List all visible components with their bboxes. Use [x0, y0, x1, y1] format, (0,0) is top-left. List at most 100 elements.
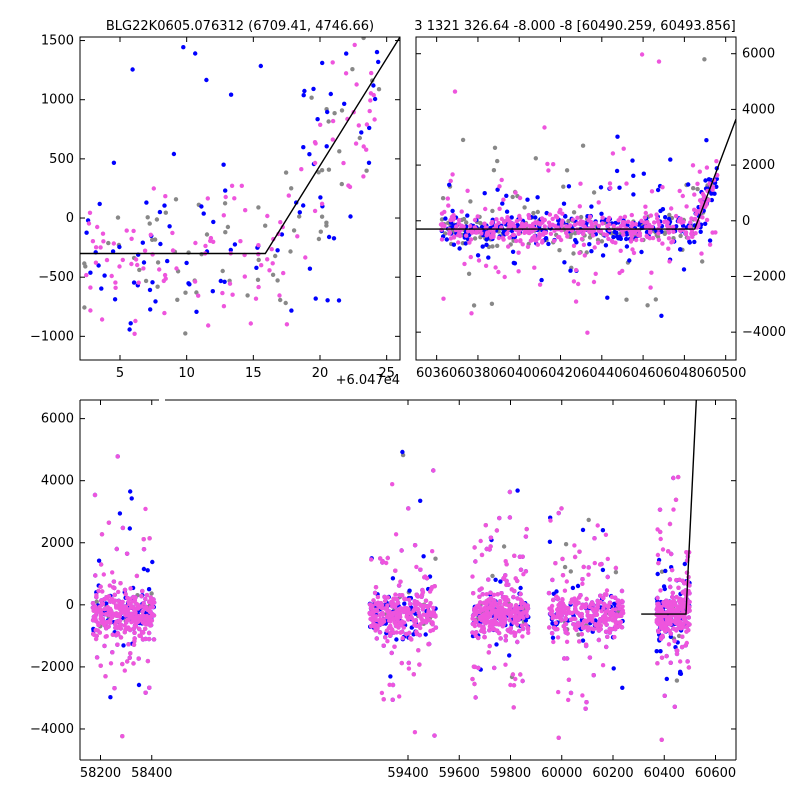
data-point	[86, 221, 92, 226]
data-point	[107, 583, 113, 588]
data-point	[494, 642, 499, 647]
data-point	[535, 242, 540, 247]
data-point	[657, 222, 662, 227]
data-point	[653, 297, 658, 302]
data-point	[316, 236, 322, 242]
data-point	[385, 555, 390, 561]
data-point	[578, 214, 584, 220]
data-point	[141, 260, 147, 265]
data-point	[572, 626, 578, 631]
data-point	[146, 630, 152, 636]
data-point	[568, 569, 573, 574]
data-point	[141, 566, 147, 572]
data-point	[97, 630, 103, 635]
data-point	[283, 300, 288, 306]
data-point	[90, 605, 96, 610]
data-point	[605, 218, 611, 223]
data-point	[610, 151, 616, 156]
data-point	[672, 704, 677, 709]
data-point	[431, 610, 436, 615]
data-point	[127, 627, 133, 633]
data-point	[679, 644, 685, 650]
data-point	[699, 251, 704, 256]
data-point	[539, 216, 545, 221]
data-point	[701, 193, 707, 198]
data-point	[361, 37, 366, 41]
data-point	[677, 216, 683, 222]
data-point	[663, 628, 668, 633]
data-point	[356, 123, 361, 128]
data-point	[487, 643, 492, 649]
data-point	[466, 271, 472, 276]
data-point	[630, 158, 635, 163]
data-point	[256, 284, 261, 290]
data-point	[100, 601, 106, 606]
data-point	[624, 232, 629, 237]
data-point	[507, 618, 512, 623]
data-point	[580, 527, 586, 533]
data-point	[507, 489, 513, 495]
data-point	[698, 229, 703, 234]
data-point	[448, 178, 453, 184]
data-point	[225, 224, 231, 230]
data-point	[469, 311, 474, 316]
data-point	[400, 449, 405, 455]
data-point	[500, 235, 506, 240]
data-point	[684, 624, 689, 630]
data-point	[110, 650, 115, 655]
data-point	[604, 592, 609, 597]
data-point	[100, 231, 106, 236]
data-point	[671, 475, 676, 481]
data-point	[525, 197, 530, 202]
data-point	[695, 181, 700, 186]
data-point	[580, 231, 586, 237]
data-point	[387, 682, 392, 687]
data-point	[631, 192, 636, 197]
x-tick-label: 25	[378, 366, 395, 381]
data-point	[676, 626, 681, 631]
data-point	[201, 211, 206, 216]
data-point	[655, 606, 660, 611]
data-point	[501, 576, 506, 581]
data-point	[414, 592, 419, 597]
data-point	[522, 205, 527, 210]
data-point	[412, 599, 417, 604]
data-point	[128, 586, 133, 591]
data-point	[496, 220, 501, 226]
y-tick-label: 0	[66, 211, 74, 226]
data-point	[580, 638, 586, 643]
data-point	[417, 613, 422, 619]
data-point	[128, 605, 133, 610]
data-point	[586, 572, 591, 577]
data-point	[420, 618, 425, 623]
data-point	[483, 206, 488, 212]
data-point	[537, 222, 543, 227]
x-tick-label: 60500	[705, 366, 746, 381]
data-point	[583, 643, 589, 649]
data-point	[600, 221, 605, 226]
data-point	[503, 600, 508, 605]
data-point	[566, 218, 571, 224]
data-point	[513, 676, 518, 682]
series-0	[82, 37, 382, 336]
data-point	[93, 627, 98, 633]
data-point	[383, 635, 388, 640]
data-point	[243, 208, 248, 213]
data-point	[558, 207, 563, 213]
data-point	[114, 603, 119, 608]
data-point	[319, 201, 325, 206]
data-point	[148, 307, 153, 312]
data-point	[662, 693, 667, 698]
data-point	[664, 653, 669, 659]
data-point	[423, 598, 429, 603]
data-point	[555, 215, 560, 220]
data-point	[562, 260, 567, 265]
data-point	[476, 665, 481, 671]
data-point	[677, 577, 682, 582]
data-point	[489, 301, 495, 306]
data-point	[579, 236, 585, 242]
data-point	[663, 215, 668, 220]
data-point	[499, 591, 504, 596]
x-tick-label: 60440	[581, 366, 622, 381]
